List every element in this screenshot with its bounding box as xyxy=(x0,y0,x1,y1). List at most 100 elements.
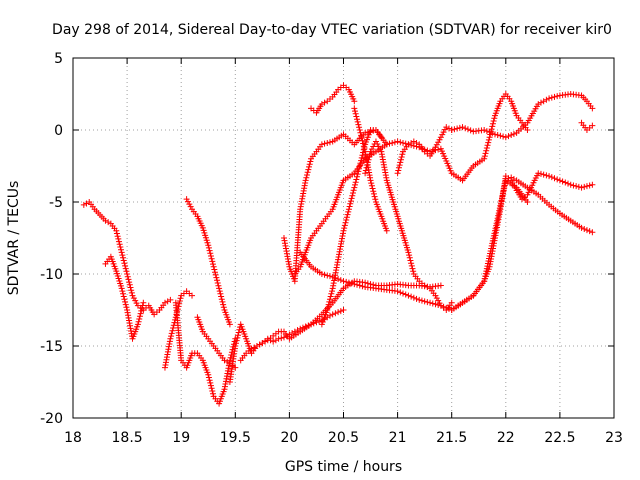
data-point xyxy=(139,302,146,309)
data-point xyxy=(213,274,220,281)
data-point xyxy=(275,335,282,342)
data-point xyxy=(351,184,358,191)
data-point xyxy=(211,266,218,273)
data-point xyxy=(120,290,127,297)
data-point xyxy=(405,292,412,299)
data-point xyxy=(361,144,368,151)
series-s20 xyxy=(508,174,596,236)
data-point xyxy=(228,352,235,358)
data-point xyxy=(352,110,359,117)
data-point xyxy=(408,260,415,267)
data-point xyxy=(485,139,492,146)
data-point xyxy=(359,152,366,159)
data-point xyxy=(589,181,596,188)
data-point xyxy=(167,335,174,342)
data-point xyxy=(570,182,577,189)
series-s6 xyxy=(194,314,239,371)
data-point xyxy=(217,290,224,297)
data-point xyxy=(421,282,428,289)
data-point xyxy=(136,313,143,320)
data-point xyxy=(408,139,415,146)
data-point xyxy=(102,217,109,224)
data-point xyxy=(335,309,342,316)
data-point xyxy=(408,262,415,269)
data-point xyxy=(324,139,331,146)
data-point xyxy=(329,311,336,318)
data-point xyxy=(324,304,331,311)
data-point xyxy=(232,340,239,347)
series-s8 xyxy=(237,278,444,364)
data-point xyxy=(467,127,474,134)
series-s9 xyxy=(280,91,531,285)
data-point xyxy=(208,255,215,262)
data-point xyxy=(132,297,139,304)
x-axis-label: GPS time / hours xyxy=(285,459,402,475)
data-point xyxy=(207,379,214,386)
data-point xyxy=(305,166,312,173)
data-point xyxy=(484,142,491,149)
data-point xyxy=(327,293,334,300)
data-point xyxy=(358,157,365,164)
data-point xyxy=(347,198,354,205)
data-point xyxy=(346,203,353,210)
data-point xyxy=(448,299,455,306)
data-point xyxy=(303,172,310,178)
data-point xyxy=(349,190,356,196)
data-point xyxy=(215,282,222,289)
data-point xyxy=(356,124,363,131)
data-point xyxy=(363,164,370,171)
data-point xyxy=(567,181,574,188)
data-point xyxy=(432,301,439,308)
data-point xyxy=(207,250,214,257)
data-point xyxy=(270,338,277,345)
data-point xyxy=(105,219,112,226)
data-point xyxy=(128,289,135,296)
data-point xyxy=(307,158,314,165)
data-point xyxy=(366,151,373,158)
series-s18 xyxy=(578,119,596,133)
data-point xyxy=(209,258,216,265)
data-point xyxy=(233,337,240,344)
data-point xyxy=(350,187,357,194)
data-point xyxy=(509,179,516,186)
data-point xyxy=(491,131,498,138)
data-point xyxy=(354,171,361,178)
data-point xyxy=(456,124,463,131)
data-point xyxy=(351,108,358,115)
data-point xyxy=(586,228,593,235)
data-point xyxy=(486,129,493,136)
data-point xyxy=(368,180,375,187)
data-point xyxy=(399,151,406,158)
data-point xyxy=(394,170,401,177)
data-point xyxy=(272,337,279,344)
data-point xyxy=(364,162,371,169)
data-point xyxy=(208,385,215,392)
data-point xyxy=(332,310,339,317)
data-point xyxy=(235,329,242,336)
data-point xyxy=(510,175,517,182)
chart-title: Day 298 of 2014, Sidereal Day-to-day VTE… xyxy=(52,22,612,38)
data-point xyxy=(187,203,194,210)
data-point xyxy=(408,293,415,300)
data-point xyxy=(232,343,239,349)
data-point xyxy=(344,211,351,218)
data-point xyxy=(340,278,347,285)
data-point xyxy=(358,132,365,139)
data-point xyxy=(167,296,174,303)
data-point xyxy=(278,335,285,342)
data-point xyxy=(413,295,420,302)
data-point xyxy=(318,101,325,108)
data-point xyxy=(355,121,362,128)
data-point xyxy=(546,173,553,180)
y-tick-label: 5 xyxy=(54,51,63,67)
data-point xyxy=(424,283,431,290)
data-point xyxy=(326,312,333,319)
data-point xyxy=(356,282,363,289)
data-point xyxy=(535,101,542,108)
data-point xyxy=(340,307,347,313)
data-point xyxy=(355,168,362,175)
data-point xyxy=(351,105,358,112)
data-point xyxy=(386,140,393,147)
data-point xyxy=(427,299,434,306)
data-point xyxy=(114,233,121,240)
